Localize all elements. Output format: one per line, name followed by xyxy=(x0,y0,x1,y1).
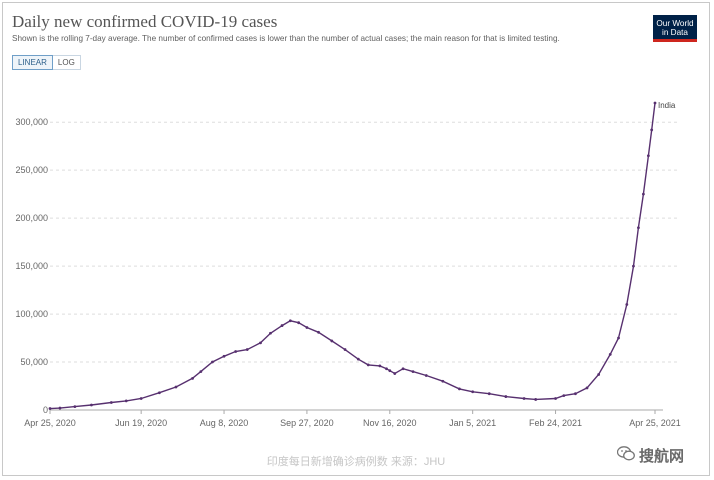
data-point xyxy=(305,326,309,329)
logo-line-2: in Data xyxy=(662,28,688,37)
data-point xyxy=(574,392,577,396)
data-point xyxy=(157,391,161,395)
x-tick-label: Nov 16, 2020 xyxy=(363,418,417,428)
data-point xyxy=(174,385,178,389)
data-point xyxy=(366,363,370,367)
data-point xyxy=(554,397,557,400)
data-point xyxy=(617,336,620,340)
y-tick-label: 0 xyxy=(43,405,48,415)
data-point xyxy=(585,386,589,390)
data-point xyxy=(73,405,77,409)
data-point xyxy=(245,348,249,351)
logo-line-1: Our World xyxy=(656,19,694,28)
series-markers xyxy=(48,101,657,410)
data-point xyxy=(222,354,226,358)
data-point xyxy=(330,339,334,343)
y-tick-label: 200,000 xyxy=(15,213,48,223)
x-tick-label: Sep 27, 2020 xyxy=(280,418,334,428)
data-point xyxy=(393,372,397,375)
data-point xyxy=(471,390,475,394)
data-point xyxy=(288,319,292,323)
data-point xyxy=(280,324,284,327)
data-point xyxy=(650,128,654,132)
data-point xyxy=(625,303,629,306)
x-tick-label: Feb 24, 2021 xyxy=(529,418,582,428)
x-tick-label: Jun 19, 2020 xyxy=(115,418,167,428)
data-point xyxy=(259,341,262,345)
data-point xyxy=(401,367,405,371)
data-point xyxy=(646,154,650,158)
data-point xyxy=(124,399,128,403)
data-point xyxy=(487,392,491,396)
chart-subtitle: Shown is the rolling 7-day average. The … xyxy=(12,34,560,43)
linear-scale-button[interactable]: LINEAR xyxy=(12,55,53,70)
scale-toggle: LINEAR LOG xyxy=(12,55,81,70)
y-axis-ticks: 0 50,000 100,000 150,000 200,000 250,000 300,0… xyxy=(15,117,48,415)
data-point xyxy=(562,394,566,398)
watermark: 搜航网 xyxy=(616,445,685,466)
data-point xyxy=(504,395,508,398)
owid-logo[interactable]: Our World in Data xyxy=(653,15,697,42)
data-point xyxy=(90,403,93,407)
data-point xyxy=(653,101,657,105)
data-point xyxy=(411,370,415,374)
data-point xyxy=(378,364,382,368)
series-line-india[interactable] xyxy=(49,102,656,410)
y-tick-label: 50,000 xyxy=(20,357,48,367)
data-point xyxy=(297,321,301,325)
data-point xyxy=(343,348,347,351)
line-chart: 0 50,000 100,000 150,000 200,000 250,000 300,0… xyxy=(15,101,681,428)
data-point xyxy=(632,264,635,268)
watermark-text: 搜航网 xyxy=(639,448,685,465)
data-point xyxy=(441,379,445,383)
data-point xyxy=(211,360,214,364)
x-tick-label: Apr 25, 2020 xyxy=(24,418,76,428)
data-point xyxy=(58,406,62,410)
data-point xyxy=(48,407,52,410)
data-point xyxy=(641,192,645,196)
data-point xyxy=(637,226,640,230)
data-point xyxy=(317,330,320,334)
data-point xyxy=(424,374,428,377)
data-point xyxy=(597,373,601,376)
x-tick-label: Aug 8, 2020 xyxy=(200,418,249,428)
data-point xyxy=(356,357,360,361)
chart-title: Daily new confirmed COVID-19 cases xyxy=(12,12,278,31)
x-tick-label: Apr 25, 2021 xyxy=(629,418,681,428)
data-point xyxy=(269,331,272,335)
data-point xyxy=(385,367,388,371)
log-scale-button[interactable]: LOG xyxy=(52,55,81,70)
wechat-icon xyxy=(616,446,635,465)
data-point xyxy=(191,376,194,380)
data-point xyxy=(199,370,203,374)
grid-lines xyxy=(50,121,677,363)
y-tick-label: 100,000 xyxy=(15,309,48,319)
data-point xyxy=(388,369,392,373)
data-point xyxy=(109,401,113,404)
data-point xyxy=(458,387,461,391)
y-tick-label: 150,000 xyxy=(15,261,48,271)
y-tick-label: 250,000 xyxy=(15,165,48,175)
x-axis-ticks: Apr 25, 2020 Jun 19, 2020 Aug 8, 2020 Sep 2… xyxy=(24,410,681,428)
data-point xyxy=(234,350,238,353)
series-label-india: India xyxy=(658,101,676,110)
image-caption: 印度每日新增确诊病例数 来源：JHU xyxy=(266,456,446,468)
data-point xyxy=(139,397,143,400)
x-tick-label: Jan 5, 2021 xyxy=(449,418,496,428)
data-point xyxy=(522,397,526,400)
y-tick-label: 300,000 xyxy=(15,117,48,127)
data-point xyxy=(534,398,538,401)
data-point xyxy=(608,352,612,356)
chart-frame: Daily new confirmed COVID-19 cases Shown… xyxy=(2,2,710,476)
